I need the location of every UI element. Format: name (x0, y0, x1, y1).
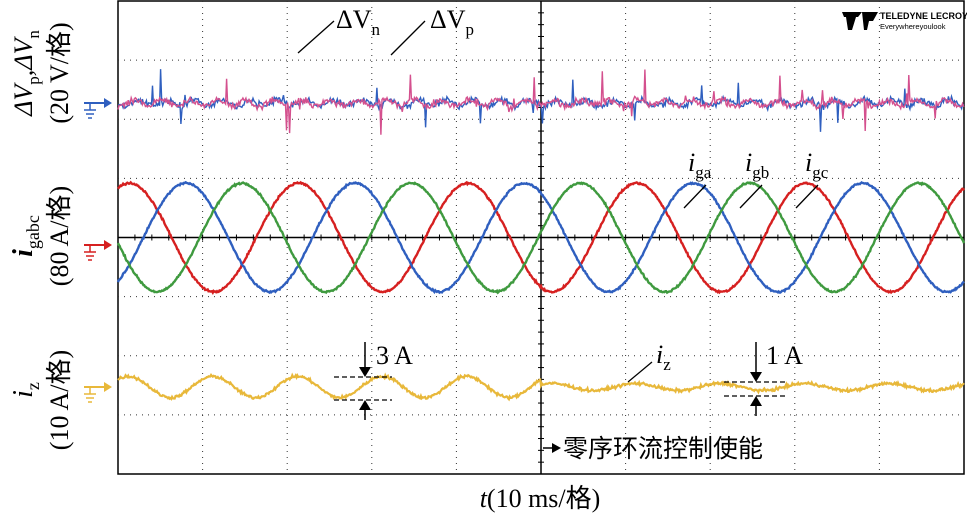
callout-igc: igc (795, 148, 829, 209)
svg-text:ΔVp: ΔVp (430, 5, 474, 39)
svg-text:igb: igb (745, 148, 769, 182)
svg-text:igc: igc (805, 148, 829, 182)
brand-tagline: Everywhereyoulook (880, 22, 946, 31)
ylabel-igabc: igabc (8, 215, 43, 257)
enable-event-label: 零序环流控制使能 (563, 435, 763, 463)
callout-iga: iga (683, 148, 712, 209)
trace-i-ga (117, 180, 965, 296)
grid (117, 0, 965, 475)
trace-i-z (117, 372, 965, 402)
enable-event-marker: 零序环流控制使能 (543, 435, 763, 463)
svg-text:1 A: 1 A (766, 341, 803, 370)
traces (116, 69, 966, 402)
ylabel-iz: iz (8, 382, 43, 398)
svg-text:igabc: igabc (8, 215, 43, 257)
ground-marker-dv (84, 98, 112, 119)
ground-marker-iz (84, 382, 112, 403)
callout-dvp: ΔVp (390, 5, 474, 56)
yunit-igabc: (80 A/格) (45, 186, 74, 286)
ylabel-dv: ΔVp,ΔVn (9, 30, 43, 117)
trace-ΔV-n (117, 69, 965, 135)
svg-text:ΔVn: ΔVn (336, 5, 381, 39)
callout-igb: igb (739, 148, 769, 209)
ripple-annotation-before: 3 A (334, 341, 413, 420)
svg-text:(10 A/格): (10 A/格) (45, 350, 74, 450)
ground-marker-igabc (84, 240, 112, 261)
callout-dvn: ΔVn (297, 5, 381, 54)
ripple-annotation-after: 1 A (724, 341, 803, 416)
svg-text:iz: iz (656, 340, 671, 374)
x-axis-label: t(10 ms/格) (480, 484, 601, 513)
callout-iz: iz (627, 340, 671, 383)
brand-name: TELEDYNE LECROY (880, 11, 967, 21)
svg-text:(80 A/格): (80 A/格) (45, 186, 74, 286)
logo-mark-icon (842, 12, 862, 30)
svg-text:(20 V/格): (20 V/格) (45, 22, 74, 123)
svg-text:ΔVp,ΔVn: ΔVp,ΔVn (9, 30, 43, 117)
svg-text:iz: iz (8, 382, 43, 398)
trace-i-gc (116, 180, 966, 295)
svg-text:3 A: 3 A (376, 341, 413, 370)
yunit-iz: (10 A/格) (45, 350, 74, 450)
svg-text:iga: iga (688, 148, 712, 182)
trace-i-gb (116, 180, 965, 295)
teledyne-lecroy-logo: TELEDYNE LECROY Everywhereyoulook (842, 11, 967, 31)
yunit-dv: (20 V/格) (45, 22, 74, 123)
